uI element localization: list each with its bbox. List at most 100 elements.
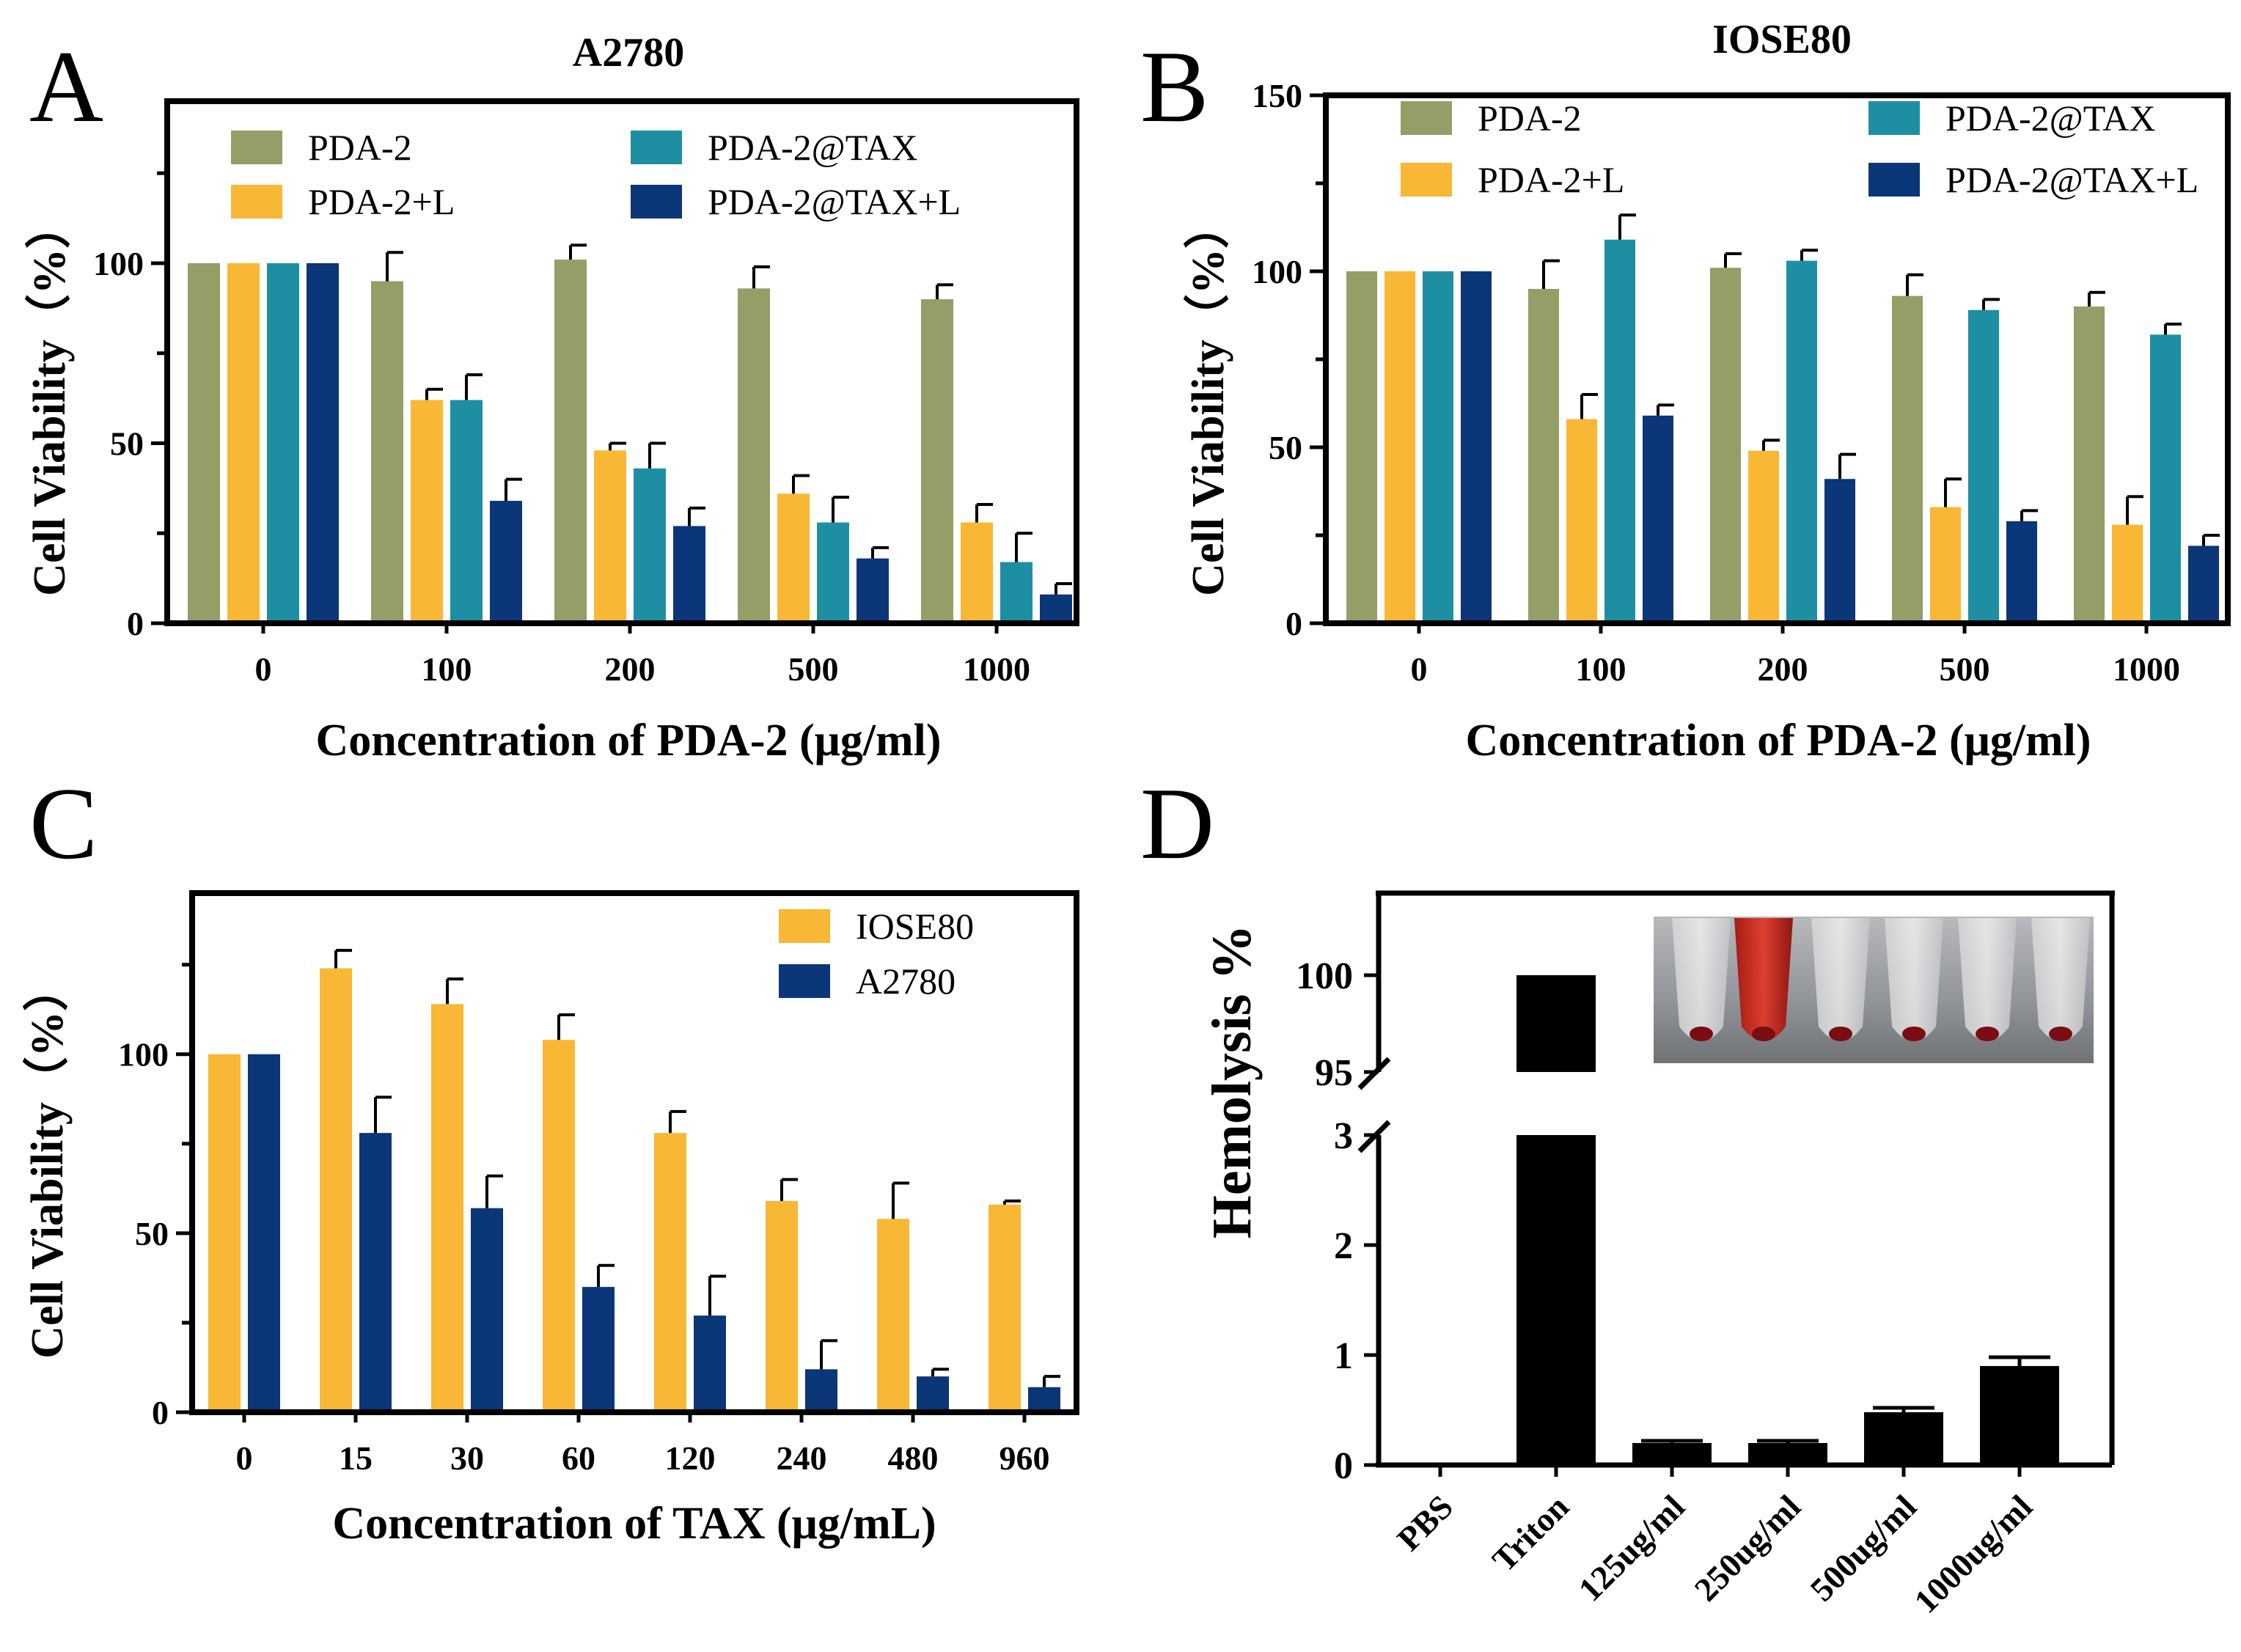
panel-c-plot-frame [189, 890, 1079, 1415]
panel-b-ylabel: Cell Viability（%） [1182, 203, 1233, 596]
panel-a-bar-pda-2-tax-l-500 [857, 558, 889, 623]
panel-a-bar-pda-2-100 [371, 281, 403, 623]
panel-a-plot-frame [164, 98, 1079, 626]
panel-a-bar-pda-2-tax-1000 [1000, 562, 1033, 623]
panel-d-ytick-label-0: 0 [1334, 1445, 1353, 1487]
panel-c-bar-a2780-0 [248, 1054, 280, 1412]
panel-b-legend-label-pda-2-tax: PDA-2@TAX [1945, 98, 2155, 139]
tube-5-icon [1958, 918, 2017, 1041]
panel-c-bar-a2780-480 [917, 1376, 949, 1412]
panel-b-legend: PDA-2 PDA-2+L PDA-2@TAX PDA-2@TAX+L [1401, 98, 2198, 200]
panel-b-ytick-label-0: 0 [1285, 605, 1302, 642]
panel-b-ytick-label-100: 100 [1252, 253, 1302, 290]
panel-c-bar-a2780-960 [1028, 1387, 1060, 1412]
tube-2-icon [1734, 918, 1793, 1041]
tube-4-pellet-icon [1902, 1027, 1926, 1041]
panel-b-bar-pda-2-tax-l-100 [1643, 415, 1673, 623]
panel-b-legend-label-pda-2-tax-l: PDA-2@TAX+L [1945, 159, 2198, 200]
panel-b-xtick-label-200: 200 [1758, 650, 1808, 688]
panel-b-bar-pda-2-l-500 [1930, 507, 1961, 623]
tube-6-pellet-icon [2049, 1027, 2072, 1041]
panel-a-legend-label-pda-2-l: PDA-2+L [308, 181, 455, 222]
panel-a-bar-pda-2-l-100 [411, 400, 443, 623]
panel-d-xtick-label-125ug-ml: 125ug/ml [1571, 1488, 1692, 1608]
panel-b-legend-swatch-pda-2-tax [1868, 101, 1920, 135]
panel-c-xtick-label-240: 240 [777, 1439, 827, 1477]
tube-4-icon [1885, 918, 1943, 1041]
panel-b-legend-swatch-pda-2 [1401, 101, 1452, 135]
panel-a-bar-pda-2-l-1000 [961, 522, 993, 623]
panel-c-bar-a2780-15 [359, 1133, 392, 1412]
panel-a-legend: PDA-2 PDA-2+L PDA-2@TAX PDA-2@TAX+L [231, 127, 961, 222]
panel-a-title: A2780 [573, 30, 684, 76]
panel-c-bar-a2780-120 [694, 1315, 726, 1412]
panel-d-ytick-label-100: 100 [1296, 955, 1353, 997]
panel-c-legend: IOSE80 A2780 [779, 906, 974, 1002]
panel-c-ytick-label-0: 0 [152, 1394, 169, 1431]
panel-a-bar-pda-2-l-200 [594, 450, 626, 623]
panel-a-bar-pda-2-l-500 [777, 493, 810, 623]
panel-c-xtick-label-480: 480 [888, 1439, 939, 1477]
panel-b-plot: 0 100 200 500 1000 0 50 100 150 [1252, 77, 2231, 688]
panel-c-bar-a2780-30 [471, 1208, 503, 1412]
panel-b-xtick-label-1000: 1000 [2113, 650, 2180, 688]
panel-d-xtick-label-250ug-ml: 250ug/ml [1687, 1488, 1808, 1608]
panel-d-chart: 0 1 2 3 95 100 PBS Triton125ug/ml250ug/ml500ug/… [1201, 890, 2115, 1620]
panel-a-bar-pda-2-tax-l-0 [307, 263, 339, 623]
panel-a-legend-label-pda-2-tax-l: PDA-2@TAX+L [708, 181, 961, 222]
panel-a-legend-swatch-pda-2-l [231, 185, 282, 219]
panel-a-chart: A2780 0 100 200 500 1000 0 50 100 Concentration… [23, 30, 1079, 766]
panel-b-ytick-label-150: 150 [1252, 77, 1302, 114]
panel-a-xtick-label-200: 200 [605, 650, 656, 688]
panel-c-xtick-label-30: 30 [450, 1439, 484, 1477]
panel-b-xlabel: Concentration of PDA-2 (μg/ml) [1465, 716, 2091, 766]
panel-a-bar-pda-2-tax-500 [817, 522, 849, 623]
panel-b-bar-pda-2-tax-l-1000 [2188, 546, 2219, 623]
panel-a-legend-swatch-pda-2-tax-l [631, 185, 682, 219]
panel-a-ytick-label-100: 100 [93, 245, 144, 282]
panel-a-legend-label-pda-2: PDA-2 [308, 127, 412, 168]
panel-c-xtick-label-960: 960 [1000, 1439, 1050, 1477]
panel-a-bar-pda-2-500 [738, 288, 770, 623]
panel-a-legend-swatch-pda-2-tax [631, 131, 682, 164]
panel-b-bar-pda-2-200 [1710, 268, 1741, 623]
panel-d-ytick-label-3: 3 [1334, 1115, 1353, 1157]
panel-c-bar-iose80-0 [208, 1054, 241, 1412]
panel-c-bar-iose80-60 [543, 1040, 575, 1412]
panel-c-bar-iose80-240 [766, 1200, 798, 1412]
panel-b-bar-pda-2-1000 [2074, 306, 2105, 623]
panel-a-ytick-label-0: 0 [127, 605, 144, 642]
panel-c-legend-label-iose80: IOSE80 [856, 906, 974, 947]
panel-a-xlabel: Concentration of PDA-2 (μg/ml) [315, 716, 941, 766]
panel-a-xtick-label-100: 100 [422, 650, 472, 688]
panel-b-bar-pda-2-tax-1000 [2150, 334, 2181, 623]
tube-3-icon [1811, 918, 1870, 1041]
panel-d-xtick-label-pbs: PBS [1390, 1488, 1460, 1558]
tube-1-icon [1672, 918, 1731, 1041]
panel-a-xtick-label-500: 500 [788, 650, 839, 688]
panel-b-bar-pda-2-l-100 [1566, 419, 1597, 623]
panel-b-bar-pda-2-tax-l-500 [2006, 521, 2037, 623]
panel-c-xtick-label-0: 0 [236, 1439, 253, 1477]
panel-c-legend-swatch-a2780 [779, 964, 830, 998]
panel-c-xtick-label-60: 60 [562, 1439, 595, 1477]
panel-b-bar-pda-2-tax-0 [1423, 271, 1453, 623]
panel-c-bar-iose80-15 [320, 968, 352, 1412]
panel-b-bar-pda-2-tax-100 [1604, 239, 1635, 623]
panel-c-bar-iose80-960 [989, 1204, 1021, 1412]
panel-label-b: B [1140, 30, 1208, 144]
tube-6-icon [2031, 918, 2090, 1041]
panel-c-bar-iose80-30 [431, 1004, 463, 1412]
panel-a-bar-pda-2-tax-0 [267, 263, 299, 623]
panel-b-ytick-label-50: 50 [1269, 429, 1302, 466]
panel-b-xtick-label-100: 100 [1576, 650, 1626, 688]
panel-a-legend-label-pda-2-tax: PDA-2@TAX [708, 127, 917, 168]
panel-b-bar-pda-2-100 [1528, 289, 1559, 623]
panel-c-ytick-label-50: 50 [135, 1215, 169, 1252]
panel-a-bar-pda-2-0 [188, 263, 220, 623]
panel-d-bar-triton-lower [1516, 1135, 1596, 1465]
panel-d-xtick-label-triton: Triton [1485, 1488, 1576, 1579]
panel-c-bar-iose80-480 [877, 1219, 909, 1412]
panel-a-bar-pda-2-tax-l-1000 [1040, 594, 1072, 623]
panel-b-legend-label-pda-2: PDA-2 [1478, 98, 1582, 139]
